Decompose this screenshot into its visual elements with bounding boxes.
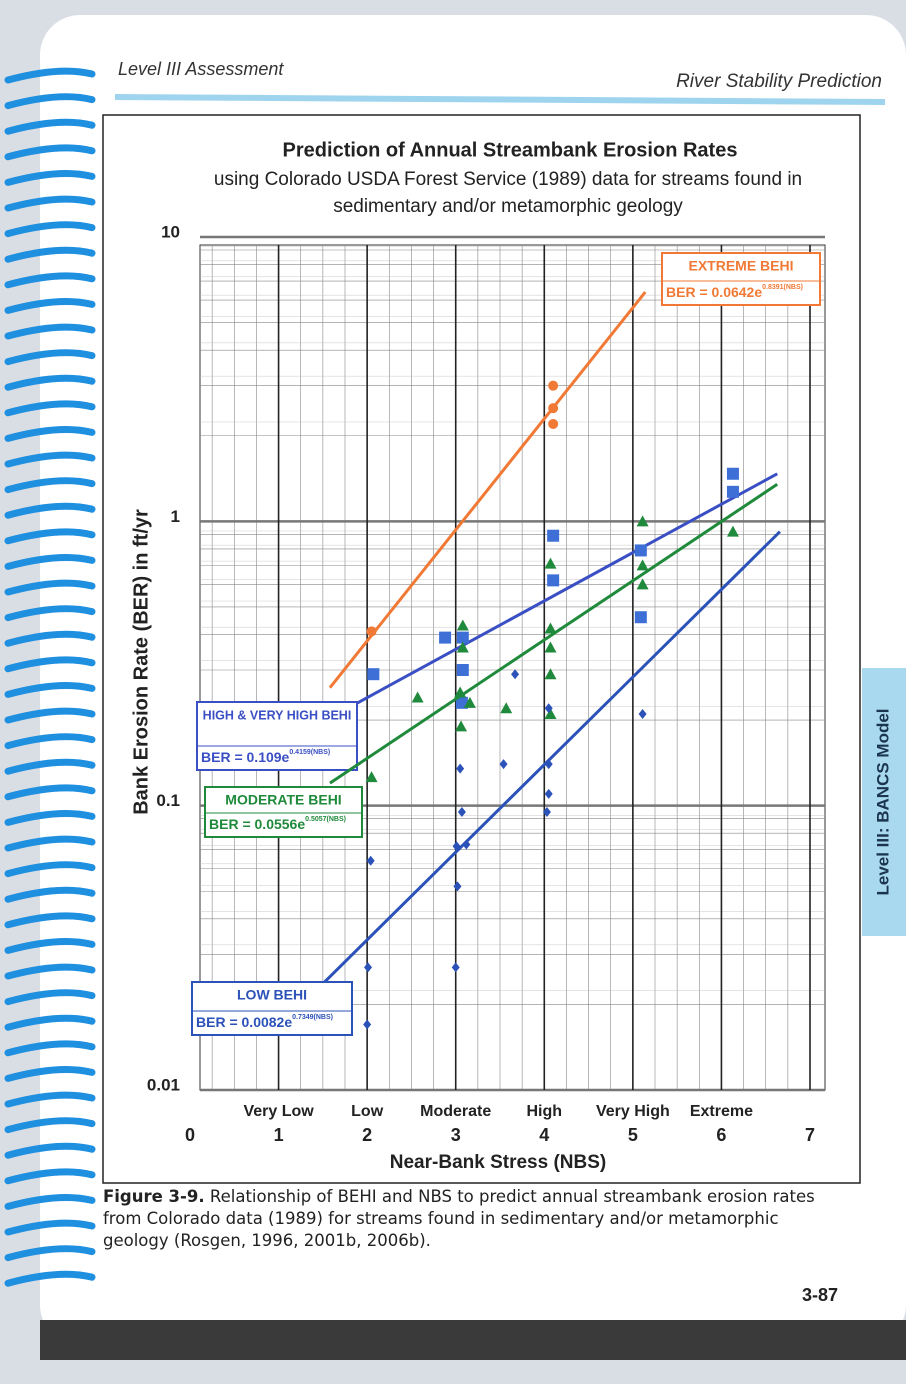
x-tick-label: 0 <box>185 1125 195 1145</box>
y-tick-label: 1 <box>171 507 180 526</box>
legend-label: MODERATE BEHI <box>225 792 341 808</box>
x-category-label: Low <box>351 1103 384 1120</box>
page-number: 3-87 <box>802 1285 838 1305</box>
equation-exponent: 0.8391(NBS) <box>762 284 803 291</box>
x-category-label: Very Low <box>243 1103 314 1120</box>
caption-text: Relationship of BEHI and NBS to predict … <box>103 1187 815 1250</box>
x-category-label: Moderate <box>420 1103 491 1120</box>
data-point <box>457 664 469 676</box>
equation-base: BER = 0.109e <box>201 749 290 765</box>
data-point <box>547 574 559 586</box>
side-tab-label: Level III: BANCS Model <box>873 708 892 895</box>
x-tick-label: 3 <box>451 1125 461 1145</box>
equation-exponent: 0.7349(NBS) <box>292 1014 333 1021</box>
x-axis-label: Near-Bank Stress (NBS) <box>390 1152 606 1173</box>
equation-base: BER = 0.0556e <box>209 816 305 832</box>
page: Level III Assessment River Stability Pre… <box>0 0 906 1384</box>
plot-area <box>200 245 825 1090</box>
x-tick-label: 5 <box>628 1125 638 1145</box>
data-point <box>547 530 559 542</box>
data-point <box>367 626 377 636</box>
data-point <box>635 544 647 556</box>
x-tick-label: 2 <box>362 1125 372 1145</box>
header-left: Level III Assessment <box>118 59 284 79</box>
y-tick-label: 10 <box>161 222 180 241</box>
legend-label: LOW BEHI <box>237 987 307 1003</box>
y-tick-label: 0.1 <box>156 791 180 810</box>
page-edge <box>40 1320 906 1360</box>
data-point <box>727 486 739 498</box>
header-right: River Stability Prediction <box>676 71 882 92</box>
caption-label: Figure 3-9. <box>103 1187 205 1206</box>
equation-exponent: 0.4159(NBS) <box>289 749 330 756</box>
data-point <box>635 611 647 623</box>
equation-base: BER = 0.0082e <box>196 1014 292 1030</box>
chart-subtitle: sedimentary and/or metamorphic geology <box>333 196 683 217</box>
legend-label: HIGH & VERY HIGH BEHI <box>203 708 352 722</box>
x-category-label: Extreme <box>690 1103 753 1120</box>
figure-caption: Figure 3-9. Relationship of BEHI and NBS… <box>103 1186 833 1252</box>
x-tick-label: 7 <box>805 1125 815 1145</box>
y-tick-label: 0.01 <box>147 1075 180 1094</box>
x-tick-label: 1 <box>274 1125 284 1145</box>
data-point <box>548 381 558 391</box>
x-tick-label: 6 <box>716 1125 726 1145</box>
chart-title: Prediction of Annual Streambank Erosion … <box>283 139 738 161</box>
chart-subtitle: using Colorado USDA Forest Service (1989… <box>214 169 802 190</box>
data-point <box>548 419 558 429</box>
data-point <box>439 632 451 644</box>
legend-label: EXTREME BEHI <box>688 258 793 274</box>
y-axis-label: Bank Erosion Rate (BER) in ft/yr <box>130 509 152 815</box>
data-point <box>367 668 379 680</box>
page-photo: Level III Assessment River Stability Pre… <box>0 0 906 1384</box>
x-tick-label: 4 <box>539 1125 549 1145</box>
data-point <box>548 403 558 413</box>
x-category-label: Very High <box>596 1103 670 1120</box>
equation-base: BER = 0.0642e <box>666 284 762 300</box>
x-category-label: High <box>527 1103 563 1120</box>
equation-exponent: 0.5057(NBS) <box>305 816 346 823</box>
data-point <box>727 468 739 480</box>
